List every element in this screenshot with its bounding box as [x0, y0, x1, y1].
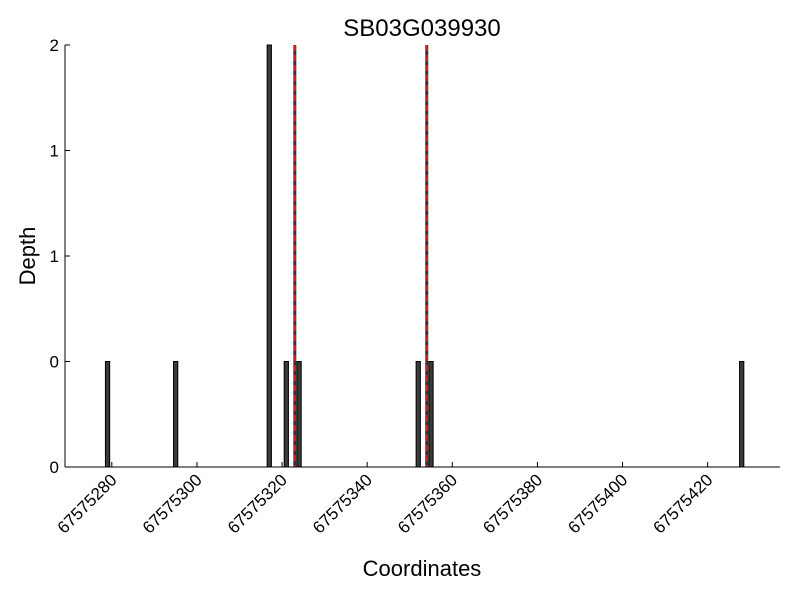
x-tick-label: 67575280 — [54, 470, 121, 537]
bar — [104, 361, 111, 468]
bar — [739, 361, 745, 468]
x-tick-label: 67575400 — [564, 470, 631, 537]
y-axis-label: Depth — [15, 227, 40, 286]
bar — [173, 361, 179, 468]
y-tick-label: 1 — [50, 247, 59, 266]
y-tick-label: 0 — [50, 353, 59, 372]
bar — [428, 361, 434, 468]
bar — [266, 44, 272, 468]
bar — [296, 361, 302, 468]
x-axis-label: Coordinates — [363, 556, 482, 581]
y-tick-label: 1 — [50, 142, 59, 161]
bar — [283, 361, 289, 468]
y-tick-label: 0 — [50, 458, 59, 477]
x-tick-label: 67575360 — [394, 470, 461, 537]
x-tick-label: 67575300 — [139, 470, 206, 537]
x-tick-label: 67575320 — [224, 470, 291, 537]
x-tick-label: 67575340 — [309, 470, 376, 537]
y-tick-label: 2 — [50, 36, 59, 55]
x-tick-label: 67575420 — [650, 470, 717, 537]
chart-title: SB03G039930 — [343, 15, 500, 42]
bar — [415, 361, 421, 468]
x-tick-label: 67575380 — [479, 470, 546, 537]
